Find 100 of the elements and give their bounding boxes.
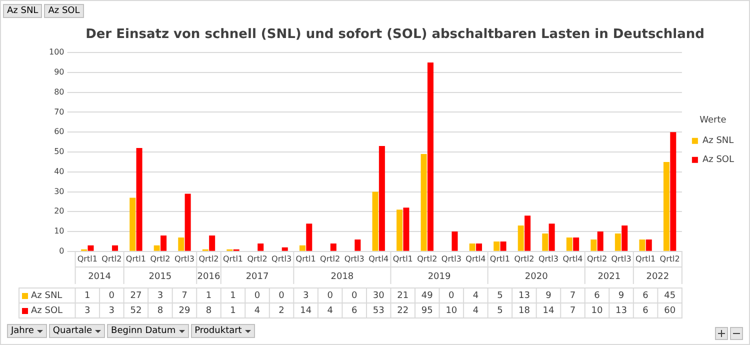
bar (178, 237, 184, 251)
x-tick-label: Qrtl2 (417, 254, 438, 264)
bar (306, 224, 312, 251)
data-label: 5 (497, 306, 503, 316)
data-label: 4 (254, 306, 260, 316)
data-label: 13 (616, 306, 628, 316)
bar (500, 241, 506, 251)
bar (542, 234, 548, 251)
data-label: 3 (157, 290, 164, 301)
x-tick-label: Qrtl3 (272, 254, 292, 264)
bar (209, 235, 216, 251)
bar (282, 247, 288, 251)
data-label: 9 (546, 290, 552, 301)
data-label: 3 (108, 306, 115, 316)
bar (597, 232, 604, 251)
data-label: 22 (397, 306, 409, 316)
data-label: 0 (327, 290, 334, 301)
text: 2022 (646, 272, 670, 282)
data-label: 2 (278, 306, 284, 316)
x-tick-label: Qrtl3 (538, 254, 558, 264)
data-label: 0 (448, 290, 455, 301)
data-label: 14 (300, 306, 312, 316)
data-label: 60 (664, 306, 676, 316)
data-label: 4 (327, 306, 334, 316)
bar (639, 239, 646, 251)
bar (518, 226, 524, 251)
bar (476, 243, 482, 251)
data-label: 95 (421, 306, 433, 316)
x-tick-label: Qrtl2 (660, 254, 680, 264)
text: 2019 (428, 272, 451, 282)
data-label: 3 (84, 306, 90, 316)
x-tick-label: Qrtl4 (466, 254, 486, 264)
bar (354, 239, 361, 251)
data-label: 29 (178, 306, 190, 316)
x-tick-label: Qrtl2 (247, 254, 268, 264)
text: Jahre (7, 324, 47, 338)
bar (524, 216, 531, 251)
text: 2017 (246, 272, 269, 282)
x-tick-label: Qrtl2 (514, 254, 534, 264)
bar (646, 239, 652, 251)
data-label: 5 (497, 290, 503, 301)
bar (590, 239, 597, 251)
bar (452, 232, 458, 251)
text: Quartale (48, 324, 106, 338)
bar (160, 235, 167, 251)
data-label: 21 (397, 290, 409, 301)
data-label: 0 (254, 290, 260, 301)
bar (548, 224, 555, 251)
data-label: 3 (302, 290, 309, 301)
bar (427, 62, 434, 251)
x-tick-label: Qrtl3 (344, 254, 364, 264)
x-tick-label: Qrtl3 (611, 254, 632, 264)
data-label: 0 (351, 290, 358, 301)
bar (566, 237, 572, 251)
text: Beginn Datum (107, 324, 189, 338)
text: Az SOL (31, 306, 63, 316)
text: 2020 (524, 272, 548, 282)
data-label: 0 (108, 290, 115, 301)
bar (184, 194, 191, 251)
data-label: 45 (664, 290, 676, 301)
data-label: 1 (230, 306, 236, 316)
y-tick-label: 80 (54, 87, 64, 96)
bar (494, 241, 500, 251)
data-label: 6 (642, 290, 649, 301)
y-tick-label: 90 (54, 68, 64, 77)
bar (330, 243, 336, 251)
text: 2016 (197, 272, 220, 282)
bar (130, 198, 136, 251)
data-label: 8 (206, 306, 212, 316)
data-label: 4 (472, 306, 479, 316)
data-label: 7 (570, 290, 576, 301)
bar (378, 146, 385, 251)
x-tick-label: Qrtl1 (126, 254, 146, 264)
y-tick-label: 100 (48, 48, 64, 57)
x-tick-label: Qrtl1 (222, 254, 244, 264)
x-tick-label: Qrtl2 (150, 254, 170, 264)
data-label: 14 (542, 306, 554, 316)
bar (372, 192, 378, 251)
bar (420, 154, 427, 251)
bar (670, 132, 676, 251)
text: 2015 (148, 272, 172, 282)
bar (663, 162, 670, 251)
data-label: 10 (446, 306, 458, 316)
data-label: 8 (157, 306, 164, 316)
x-tick-label: Qrtl4 (562, 254, 583, 264)
legend-label: Az SOL (702, 155, 734, 166)
legend-title: Werte (700, 115, 727, 126)
y-tick-label: 40 (54, 166, 64, 176)
text: Az SNL (31, 290, 62, 301)
x-tick-label: Qrtl2 (198, 254, 219, 264)
text: 2021 (598, 272, 621, 282)
data-label: 6 (594, 290, 600, 301)
data-label: 1 (230, 290, 236, 301)
data-label: 10 (591, 306, 604, 316)
bar (614, 234, 621, 251)
data-label: 1 (206, 290, 212, 301)
data-label: 53 (372, 306, 384, 316)
data-label: 4 (472, 290, 479, 301)
bar (258, 243, 264, 251)
data-label: 6 (351, 306, 358, 316)
